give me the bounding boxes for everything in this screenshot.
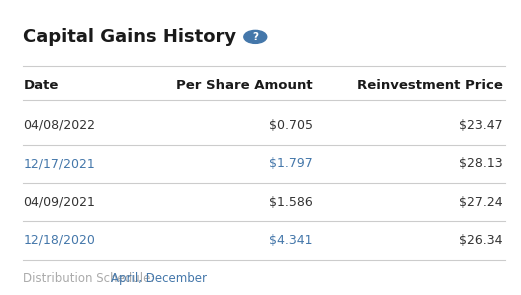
Text: $0.705: $0.705 — [269, 119, 313, 132]
Text: 04/09/2021: 04/09/2021 — [23, 196, 95, 209]
Text: Reinvestment Price: Reinvestment Price — [357, 79, 503, 92]
Text: Distribution Schedule:: Distribution Schedule: — [23, 272, 158, 285]
Text: April, December: April, December — [111, 272, 207, 285]
Text: $4.341: $4.341 — [269, 234, 313, 247]
Text: Capital Gains History: Capital Gains History — [23, 28, 237, 46]
Text: ?: ? — [252, 32, 258, 42]
Text: $28.13: $28.13 — [459, 157, 503, 170]
Text: Date: Date — [23, 79, 59, 92]
Text: $26.34: $26.34 — [460, 234, 503, 247]
Text: 12/18/2020: 12/18/2020 — [23, 234, 95, 247]
Text: $27.24: $27.24 — [459, 196, 503, 209]
Text: $23.47: $23.47 — [459, 119, 503, 132]
Text: $1.797: $1.797 — [269, 157, 313, 170]
Circle shape — [244, 30, 267, 43]
Text: 12/17/2021: 12/17/2021 — [23, 157, 95, 170]
Text: $1.586: $1.586 — [269, 196, 313, 209]
Text: 04/08/2022: 04/08/2022 — [23, 119, 95, 132]
Text: Per Share Amount: Per Share Amount — [176, 79, 313, 92]
